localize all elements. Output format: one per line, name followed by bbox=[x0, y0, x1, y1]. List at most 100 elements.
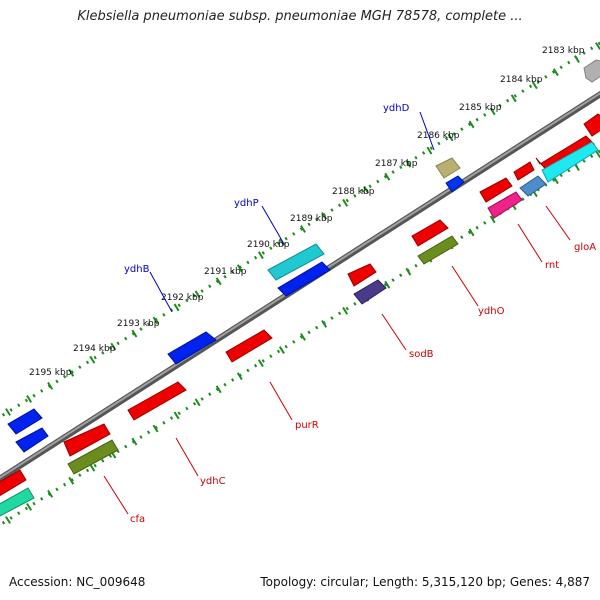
gene-block[interactable] bbox=[583, 113, 600, 137]
gene-block-cfa[interactable] bbox=[63, 423, 111, 457]
gene-block-purr[interactable] bbox=[225, 329, 273, 363]
ruler-tick bbox=[110, 342, 117, 351]
gene-label-ydho[interactable]: ydhO bbox=[478, 306, 505, 317]
ruler-label-2195: 2195 kbp bbox=[29, 368, 72, 378]
ruler-tick bbox=[257, 251, 264, 260]
outer-ruler-ticks bbox=[5, 42, 600, 416]
ruler-label-2185: 2185 kbp bbox=[459, 103, 502, 113]
ruler-label-2189: 2189 kbp bbox=[290, 214, 333, 224]
ruler-label-2188: 2188 kbp bbox=[332, 187, 375, 197]
gene-block[interactable] bbox=[541, 141, 599, 183]
ruler-tick bbox=[215, 277, 222, 286]
accession-text: Accession: NC_009648 bbox=[9, 575, 146, 589]
gene-label-rnt[interactable]: rnt bbox=[545, 260, 559, 271]
ruler-tick bbox=[468, 228, 475, 237]
ruler-tick bbox=[5, 408, 11, 416]
ruler-label-2194: 2194 kbp bbox=[73, 344, 116, 354]
gene-label-purr[interactable]: purR bbox=[295, 420, 319, 431]
ruler-tick bbox=[89, 355, 96, 364]
ruler-tick bbox=[278, 238, 285, 246]
ruler-label-2186: 2186 kbp bbox=[417, 131, 460, 141]
gene-block-ydhb[interactable] bbox=[167, 331, 217, 365]
gene-block-ydhp[interactable] bbox=[267, 243, 325, 281]
ruler-tick bbox=[236, 372, 243, 381]
ruler-tick bbox=[215, 385, 222, 394]
ruler-tick bbox=[384, 280, 391, 289]
outer-ruler bbox=[0, 41, 600, 419]
ruler-label-2184: 2184 kbp bbox=[500, 75, 543, 85]
gene-block-rnt[interactable] bbox=[513, 161, 535, 181]
ruler-tick bbox=[26, 395, 33, 403]
gene-block-ydhc[interactable] bbox=[127, 381, 187, 421]
gene-block[interactable] bbox=[353, 279, 387, 305]
ruler-tick bbox=[300, 225, 306, 233]
ruler-tick bbox=[131, 437, 138, 446]
ruler-tick bbox=[531, 81, 538, 90]
ruler-tick bbox=[489, 107, 496, 116]
gene-block-sodb[interactable] bbox=[347, 263, 377, 287]
ruler-tick bbox=[152, 316, 159, 325]
gene-label-gloa[interactable]: gloA bbox=[574, 242, 596, 253]
gene-block[interactable] bbox=[417, 235, 459, 265]
gene-label-ydhc[interactable]: ydhC bbox=[200, 476, 226, 487]
gene-block-ydho[interactable] bbox=[411, 219, 449, 247]
ruler-tick bbox=[47, 381, 54, 390]
ruler-tick bbox=[152, 424, 159, 433]
ruler-tick bbox=[405, 159, 412, 168]
ruler-tick bbox=[447, 133, 454, 142]
ruler-tick bbox=[194, 398, 201, 407]
ruler-tick bbox=[405, 267, 412, 276]
ruler-tick bbox=[89, 463, 96, 472]
ruler-label-2183: 2183 kbp bbox=[542, 46, 585, 56]
ruler-tick bbox=[552, 68, 559, 77]
ruler-label-2187: 2187 kbp bbox=[375, 159, 418, 169]
ruler-tick bbox=[384, 172, 391, 181]
ruler-tick bbox=[510, 94, 517, 103]
gene-label-ydhp[interactable]: ydhP bbox=[234, 198, 259, 209]
gene-block[interactable] bbox=[479, 177, 513, 203]
gene-label-sodb[interactable]: sodB bbox=[409, 349, 434, 360]
gene-labels: ydhD ydhP ydhB gloA rnt ydhO sodB purR y… bbox=[124, 103, 596, 525]
gene-block[interactable] bbox=[0, 469, 27, 498]
ruler-tick bbox=[573, 55, 580, 63]
ruler-tick bbox=[321, 320, 328, 328]
gene-block[interactable] bbox=[67, 439, 119, 475]
gene-block[interactable] bbox=[519, 175, 547, 197]
ruler-label-2190: 2190 kbp bbox=[247, 240, 290, 250]
ruler-tick bbox=[595, 150, 600, 158]
ruler-tick bbox=[5, 516, 11, 524]
gene-block[interactable] bbox=[435, 157, 461, 179]
ruler-tick bbox=[278, 346, 285, 354]
gene-block[interactable] bbox=[487, 191, 523, 219]
ruler-tick bbox=[595, 42, 600, 50]
ruler-tick bbox=[68, 476, 75, 485]
gene-block[interactable] bbox=[0, 487, 35, 518]
gene-block[interactable] bbox=[7, 408, 43, 435]
ruler-tick bbox=[468, 120, 475, 129]
minus-strand-genes bbox=[0, 113, 600, 518]
ruler-tick bbox=[363, 185, 370, 194]
gene-block[interactable] bbox=[15, 427, 49, 453]
ruler-tick bbox=[257, 359, 264, 368]
ruler-tick bbox=[173, 411, 180, 420]
ruler-label-2193: 2193 kbp bbox=[117, 319, 160, 329]
gene-block[interactable] bbox=[445, 175, 465, 193]
ruler-tick bbox=[26, 503, 33, 511]
map-title: Klebsiella pneumoniae subsp. pneumoniae … bbox=[77, 9, 523, 24]
gene-block[interactable] bbox=[277, 261, 331, 297]
gene-label-ydhd[interactable]: ydhD bbox=[383, 103, 410, 114]
gene-block[interactable] bbox=[583, 59, 600, 83]
ruler-tick bbox=[342, 306, 349, 315]
ruler-tick bbox=[321, 212, 328, 220]
ruler-tick bbox=[236, 264, 243, 273]
ruler-label-2192: 2192 kbp bbox=[161, 293, 204, 303]
ruler-tick bbox=[194, 290, 201, 299]
ruler-tick bbox=[173, 303, 180, 312]
gene-label-ydhb[interactable]: ydhB bbox=[124, 264, 150, 275]
ruler-tick bbox=[47, 489, 54, 498]
gene-label-cfa[interactable]: cfa bbox=[130, 514, 145, 525]
ruler-tick bbox=[489, 215, 496, 224]
plus-strand-genes bbox=[7, 59, 600, 453]
